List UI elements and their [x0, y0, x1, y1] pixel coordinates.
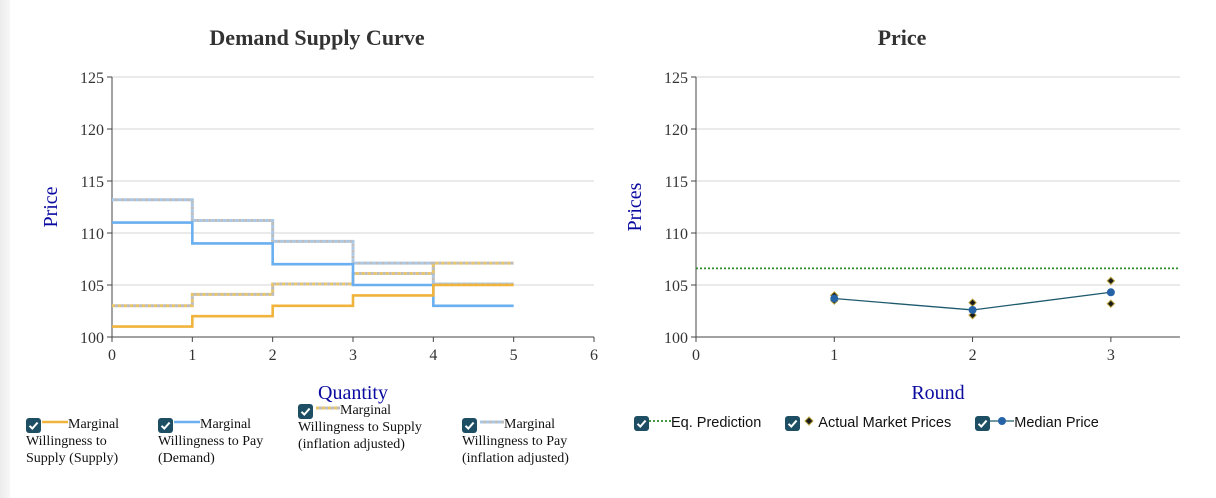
x-tick-label: 4	[429, 347, 437, 364]
dotted-line-icon	[478, 416, 504, 433]
chart-title: Price	[878, 25, 927, 50]
y-tick-label: 125	[664, 70, 688, 87]
x-tick-label: 0	[108, 347, 116, 364]
y-tick-label: 100	[664, 330, 688, 347]
legend-label-text: Marginal Willingness to Pay (inflation a…	[462, 417, 569, 467]
x-tick-label: 2	[269, 347, 277, 364]
median-price-point	[830, 294, 839, 303]
y-tick-label: 120	[664, 122, 688, 139]
checkbox-checked-icon[interactable]	[785, 416, 801, 431]
series-supply	[112, 283, 514, 328]
x-tick-label: 0	[692, 347, 700, 364]
actual-price-point	[968, 298, 977, 307]
y-axis-label: Price	[40, 186, 62, 227]
legend-item-supply[interactable]: Marginal Willingness to Supply (Supply)	[26, 416, 144, 467]
legend-item-eq-prediction[interactable]: Eq. Prediction	[634, 414, 761, 432]
solid-line-icon	[174, 416, 200, 433]
actual-price-point	[1106, 276, 1116, 286]
legend-label: Marginal Willingness to Pay (inflation a…	[462, 416, 602, 467]
circle-marker-line-icon	[990, 414, 1015, 432]
series-demand_adj	[112, 198, 514, 286]
legend-label-text: Actual Market Prices	[818, 415, 952, 431]
legend-label: Marginal Willingness to Pay (Demand)	[158, 416, 268, 467]
chart-2: Price 100 105 110 115 120 125 0 1 2 3 Round Prices	[624, 25, 1180, 404]
legend-label-text: Marginal Willingness to Supply (inflatio…	[298, 403, 422, 453]
legend-label-text: Marginal Willingness to Pay (Demand)	[158, 417, 264, 467]
series-supply_adj-underlay	[112, 261, 514, 308]
legend-item-demand_adj[interactable]: Marginal Willingness to Pay (inflation a…	[462, 416, 602, 467]
y-axis-label: Prices	[624, 182, 646, 231]
legend-item-demand[interactable]: Marginal Willingness to Pay (Demand)	[158, 416, 268, 467]
dotted-line-icon	[314, 402, 340, 419]
median-price-point	[968, 305, 977, 314]
y-tick-label: 120	[80, 122, 104, 139]
checkbox-checked-icon[interactable]	[462, 417, 477, 433]
window-edge	[0, 0, 10, 498]
legend-label: Marginal Willingness to Supply (inflatio…	[298, 402, 438, 453]
series-supply_adj	[112, 261, 514, 308]
dotted-line-icon	[649, 414, 671, 432]
checkbox-checked-icon[interactable]	[634, 416, 649, 431]
x-axis-label: Round	[911, 382, 964, 404]
x-tick-label: 5	[510, 347, 518, 364]
legend-label-text: Eq. Prediction	[671, 415, 762, 431]
legend-item-actual-market-prices[interactable]: Actual Market Prices	[785, 414, 951, 432]
legend-item-median-price[interactable]: Median Price	[975, 414, 1099, 432]
x-tick-label: 2	[969, 347, 977, 364]
legend-item-supply_adj[interactable]: Marginal Willingness to Supply (inflatio…	[298, 402, 438, 453]
x-tick-label: 1	[188, 347, 196, 364]
legend-label-text: Marginal Willingness to Supply (Supply)	[26, 417, 120, 467]
legend-label: Marginal Willingness to Supply (Supply)	[26, 416, 144, 467]
actual-price-point	[1106, 299, 1116, 309]
x-tick-label: 3	[349, 347, 357, 364]
y-tick-label: 110	[665, 226, 688, 243]
y-tick-label: 100	[80, 330, 104, 347]
x-tick-label: 1	[830, 347, 838, 364]
checkbox-checked-icon[interactable]	[158, 417, 173, 433]
y-tick-label: 105	[664, 278, 688, 295]
legend-price: Eq. Prediction Actual Market Prices Median…	[634, 414, 1123, 432]
legend-demand-supply: Marginal Willingness to Supply (Supply) M…	[26, 403, 602, 467]
chart-title: Demand Supply Curve	[209, 25, 424, 50]
checkbox-checked-icon[interactable]	[975, 416, 991, 431]
median-price-point	[1106, 288, 1115, 297]
y-tick-label: 125	[80, 70, 104, 87]
x-axis-label: Quantity	[318, 382, 388, 404]
checkbox-checked-icon[interactable]	[298, 403, 313, 419]
solid-line-icon	[42, 416, 68, 433]
x-tick-label: 6	[590, 347, 598, 364]
y-tick-label: 110	[81, 226, 104, 243]
x-tick-label: 3	[1107, 347, 1115, 364]
diamond-marker-icon	[800, 414, 818, 432]
checkbox-checked-icon[interactable]	[26, 417, 41, 433]
legend-label-text: Median Price	[1014, 415, 1099, 431]
y-tick-label: 115	[81, 174, 104, 191]
y-tick-label: 115	[665, 174, 688, 191]
y-tick-label: 105	[80, 278, 104, 295]
